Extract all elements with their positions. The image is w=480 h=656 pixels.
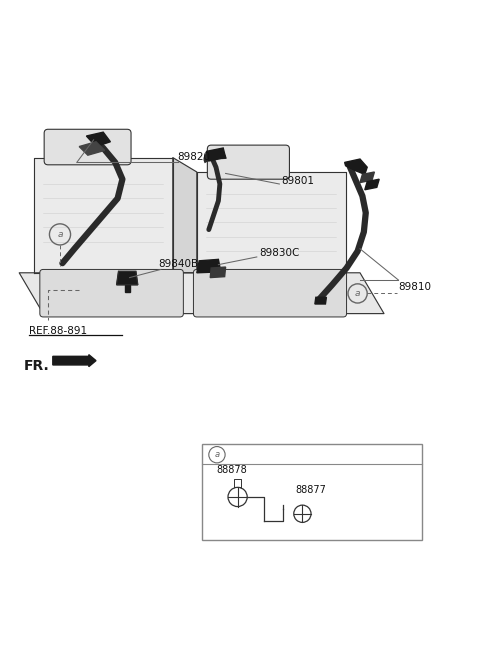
FancyBboxPatch shape (207, 145, 289, 179)
Polygon shape (117, 272, 138, 285)
Text: 88878: 88878 (216, 465, 247, 475)
FancyBboxPatch shape (44, 129, 131, 165)
Circle shape (294, 505, 311, 522)
Bar (202, 444, 422, 540)
Polygon shape (173, 157, 197, 273)
Text: 89801: 89801 (281, 176, 314, 186)
Polygon shape (34, 157, 173, 273)
Text: FR.: FR. (24, 359, 50, 373)
Polygon shape (79, 142, 105, 155)
Text: a: a (355, 289, 360, 298)
Polygon shape (206, 148, 226, 161)
Polygon shape (210, 267, 226, 277)
Polygon shape (365, 179, 379, 190)
Polygon shape (125, 285, 130, 292)
Polygon shape (360, 172, 374, 182)
FancyArrow shape (53, 355, 96, 367)
Text: 89810: 89810 (398, 282, 432, 292)
Polygon shape (345, 159, 367, 174)
Text: a: a (57, 230, 63, 239)
FancyBboxPatch shape (193, 270, 347, 317)
Polygon shape (315, 297, 326, 304)
Text: 88877: 88877 (295, 485, 326, 495)
Text: REF.88-891: REF.88-891 (29, 325, 87, 336)
Text: a: a (215, 450, 219, 459)
Polygon shape (197, 172, 346, 273)
Polygon shape (86, 132, 110, 146)
FancyBboxPatch shape (40, 270, 183, 317)
Text: 89840B: 89840B (158, 259, 199, 270)
Text: 89830C: 89830C (259, 249, 300, 258)
Circle shape (228, 487, 247, 506)
Polygon shape (197, 259, 221, 273)
Text: 89820: 89820 (178, 152, 211, 163)
Polygon shape (19, 273, 384, 314)
